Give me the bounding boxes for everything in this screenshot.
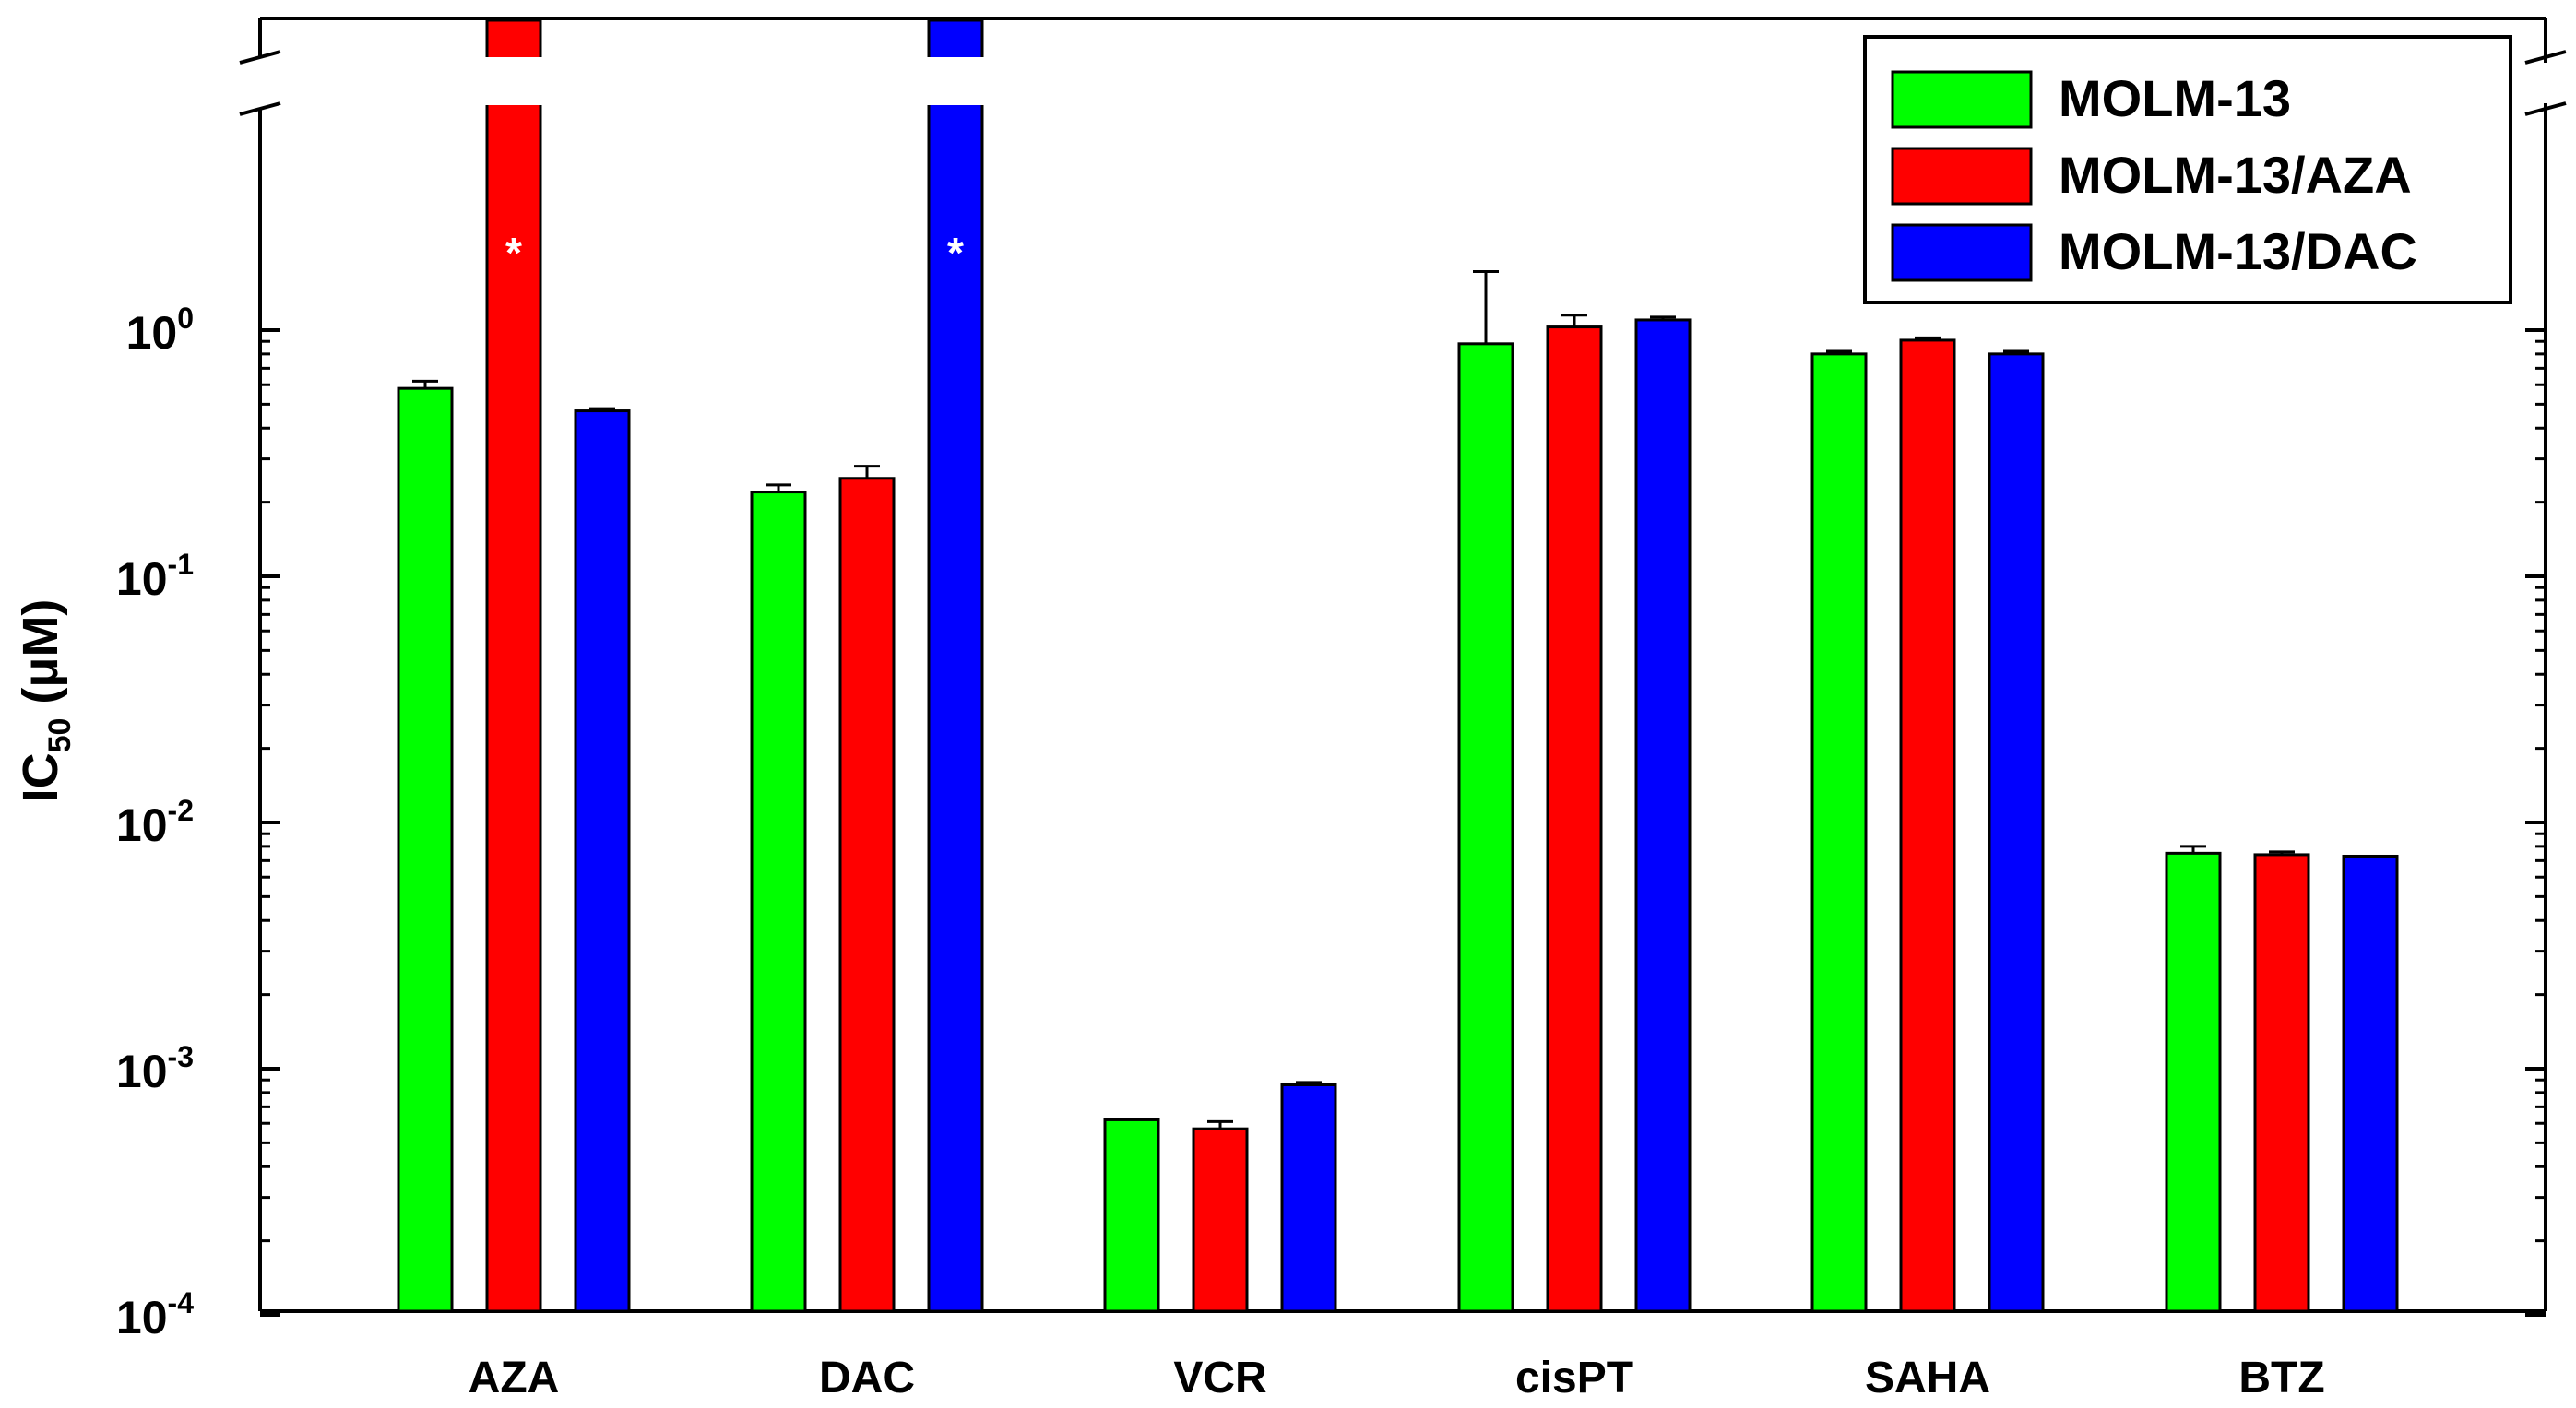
bar-btz-molm-13-aza [2253,853,2310,1313]
axis-break-slash [2524,50,2567,65]
bar-cispt-molm-13-aza [1546,325,1603,1313]
axis-break-slash [239,50,281,65]
x-category-label: cisPT [1515,1354,1633,1402]
legend-label: MOLM-13/AZA [2059,146,2412,204]
legend: MOLM-13 MOLM-13/AZA MOLM-13/DAC [1863,35,2512,304]
bar-saha-molm-13 [1810,352,1868,1313]
bar-dac-molm-13 [750,491,807,1313]
x-category-label: SAHA [1865,1354,1990,1402]
x-category-label: VCR [1173,1354,1266,1402]
x-category-label: DAC [819,1354,915,1402]
bar-btz-molm-13-dac [2342,854,2399,1313]
legend-label: MOLM-13/DAC [2059,222,2417,280]
bar-vcr-molm-13-dac [1280,1083,1337,1313]
bar-dac-molm-13-aza [838,477,896,1313]
plot-frame [258,17,2547,1313]
y-tick-label: 100 [126,302,194,359]
bar-aza-molm-13 [397,386,454,1313]
bar-saha-molm-13-dac [1988,352,2045,1313]
y-tick-label: 10-4 [116,1286,194,1343]
axis-break-slash [2524,101,2567,116]
axis-break-gap-right [2536,63,2573,103]
y-axis-break [232,50,2573,116]
y-axis-title: IC50 (μM) [13,599,77,803]
bar-btz-molm-13 [2165,851,2222,1313]
bar-vcr-molm-13 [1103,1118,1160,1313]
significance-star: * [505,229,522,277]
bar-vcr-molm-13-aza [1192,1127,1249,1313]
bar-cispt-molm-13-dac [1634,318,1692,1313]
bar-break-gap [923,57,988,105]
axis-break-gap-left [232,63,269,103]
x-category-label: AZA [469,1354,560,1402]
y-tick-label: 10-3 [116,1040,194,1097]
x-labels-group: AZA DAC VCR cisPT SAHA BTZ [469,1354,2325,1402]
bar-aza-molm-13-dac [574,409,631,1313]
error-bars-group [412,269,2295,1130]
y-tick-label: 10-2 [116,794,194,851]
bar-saha-molm-13-aza [1899,338,1956,1313]
bar-dac-molm-13-dac [927,18,984,1313]
y-tick-label: 10-1 [116,548,194,605]
significance-markers: * * [505,229,964,277]
bar-break-gap [481,57,546,105]
bar-cispt-molm-13 [1457,342,1514,1313]
significance-star: * [947,229,964,277]
legend-swatch [1891,147,2033,206]
x-category-label: BTZ [2238,1354,2324,1402]
bar-aza-molm-13-aza [485,18,542,1313]
legend-swatch [1891,223,2033,282]
axis-break-slash [239,101,281,116]
legend-label: MOLM-13 [2059,69,2291,127]
y-ticks-group: 100 10-1 10-2 10-3 10-4 [116,302,2546,1343]
legend-swatch [1891,70,2033,129]
y-axis-label: IC50 (μM) [13,599,77,803]
bars-group [397,18,2399,1313]
